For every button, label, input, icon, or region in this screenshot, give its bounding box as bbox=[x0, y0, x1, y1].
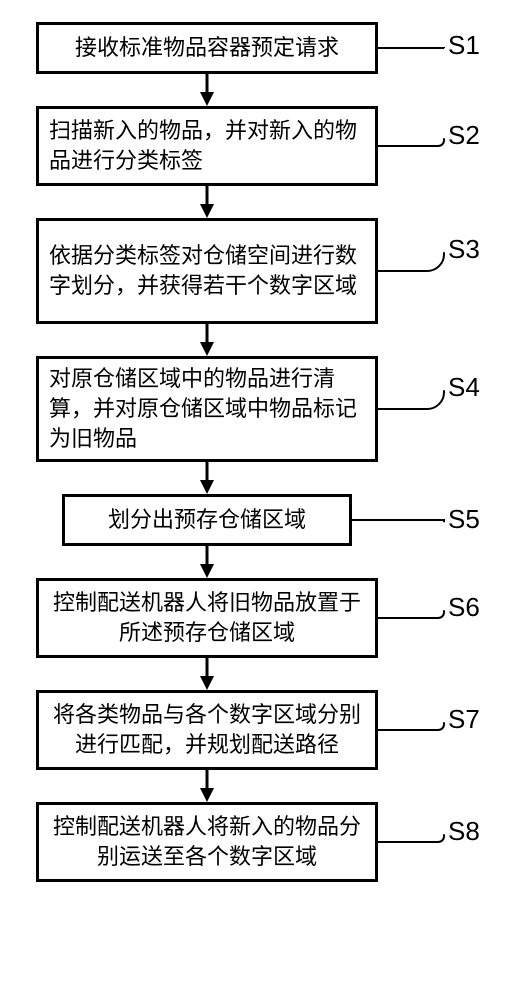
flow-node-text: 控制配送机器人将旧物品放置于所述预存仓储区域 bbox=[49, 588, 365, 647]
flow-node-s2: 扫描新入的物品，并对新入的物品进行分类标签 bbox=[36, 106, 378, 186]
flow-node-text: 扫描新入的物品，并对新入的物品进行分类标签 bbox=[49, 116, 365, 175]
step-label-s4: S4 bbox=[448, 372, 480, 403]
step-label-s5: S5 bbox=[448, 504, 480, 535]
step-label-s1: S1 bbox=[448, 30, 480, 61]
step-label-s8: S8 bbox=[448, 816, 480, 847]
flow-node-text: 接收标准物品容器预定请求 bbox=[75, 33, 339, 63]
step-label-s2: S2 bbox=[448, 120, 480, 151]
flow-node-s1: 接收标准物品容器预定请求 bbox=[36, 22, 378, 74]
flow-node-text: 将各类物品与各个数字区域分别进行匹配，并规划配送路径 bbox=[49, 700, 365, 759]
flow-node-s8: 控制配送机器人将新入的物品分别运送至各个数字区域 bbox=[36, 802, 378, 882]
flow-node-s6: 控制配送机器人将旧物品放置于所述预存仓储区域 bbox=[36, 578, 378, 658]
flow-node-text: 依据分类标签对仓储空间进行数字划分，并获得若干个数字区域 bbox=[49, 241, 365, 300]
flow-node-text: 划分出预存仓储区域 bbox=[108, 505, 306, 535]
flowchart-stage: 接收标准物品容器预定请求 扫描新入的物品，并对新入的物品进行分类标签 依据分类标… bbox=[0, 0, 514, 1000]
step-label-s3: S3 bbox=[448, 234, 480, 265]
flow-node-text: 控制配送机器人将新入的物品分别运送至各个数字区域 bbox=[49, 812, 365, 871]
flow-node-s5: 划分出预存仓储区域 bbox=[62, 494, 352, 546]
flow-node-text: 对原仓储区域中的物品进行清算，并对原仓储区域中物品标记为旧物品 bbox=[49, 364, 365, 453]
step-label-s7: S7 bbox=[448, 704, 480, 735]
flow-node-s3: 依据分类标签对仓储空间进行数字划分，并获得若干个数字区域 bbox=[36, 218, 378, 324]
flow-node-s7: 将各类物品与各个数字区域分别进行匹配，并规划配送路径 bbox=[36, 690, 378, 770]
flow-node-s4: 对原仓储区域中的物品进行清算，并对原仓储区域中物品标记为旧物品 bbox=[36, 356, 378, 462]
step-label-s6: S6 bbox=[448, 592, 480, 623]
